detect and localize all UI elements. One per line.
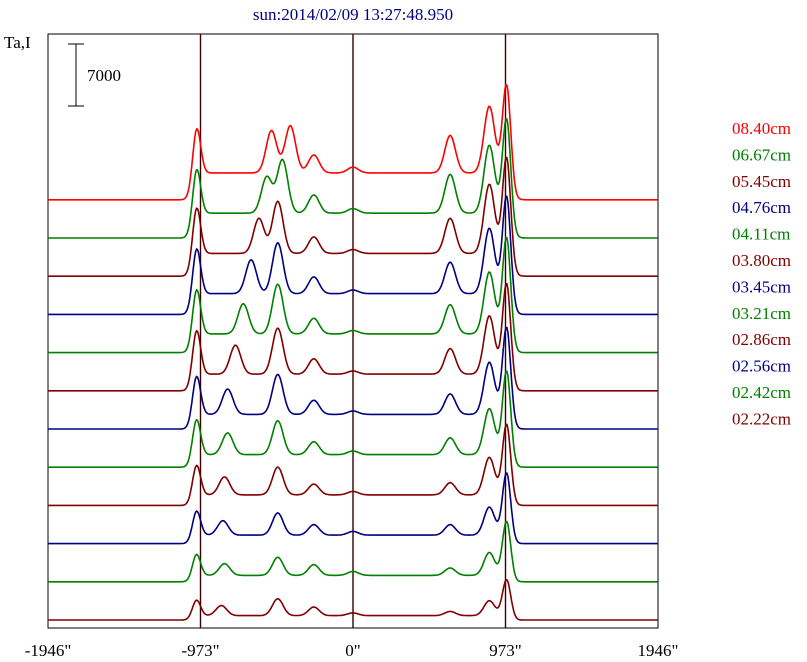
x-tick-label-1: -973" [181,641,219,660]
legend-item-08.40cm: 08.40cm [732,119,791,138]
legend-item-03.21cm: 03.21cm [732,304,791,323]
series-line-03.80cm [48,283,658,392]
series-line-02.86cm [48,423,658,507]
x-tick-label-2: 0" [345,641,360,660]
y-axis-label: Ta,I [4,33,31,52]
legend: 08.40cm 06.67cm 05.45cm 04.76cm 04.11cm 03.80… [732,119,791,428]
scale-bar-label: 7000 [87,66,121,85]
series-line-06.67cm [48,117,658,239]
x-tick-label-4: 1946" [638,641,679,660]
series-line-04.11cm [48,236,658,354]
series-line-04.76cm [48,195,658,316]
legend-item-02.86cm: 02.86cm [732,330,791,349]
series-line-08.40cm [48,83,658,201]
legend-item-04.11cm: 04.11cm [732,225,790,244]
legend-item-03.45cm: 03.45cm [732,277,791,296]
series-lines [48,83,658,621]
series-line-03.21cm [48,370,658,468]
chart-title: sun:2014/02/09 13:27:48.950 [253,5,453,24]
series-line-02.56cm [48,472,658,545]
legend-item-02.42cm: 02.42cm [732,383,791,402]
legend-item-04.76cm: 04.76cm [732,198,791,217]
series-line-02.42cm [48,520,658,583]
series-line-03.45cm [48,326,658,430]
series-line-02.22cm [48,578,658,621]
x-tick-labels: -1946" -973" 0" 973" 1946" [25,641,679,660]
legend-item-05.45cm: 05.45cm [732,172,791,191]
x-tick-label-3: 973" [489,641,521,660]
series-line-05.45cm [48,156,658,277]
legend-item-06.67cm: 06.67cm [732,145,791,164]
scale-bar: 7000 [68,43,121,107]
legend-item-03.80cm: 03.80cm [732,251,791,270]
legend-item-02.56cm: 02.56cm [732,357,791,376]
x-tick-label-0: -1946" [25,641,72,660]
legend-item-02.22cm: 02.22cm [732,409,791,428]
